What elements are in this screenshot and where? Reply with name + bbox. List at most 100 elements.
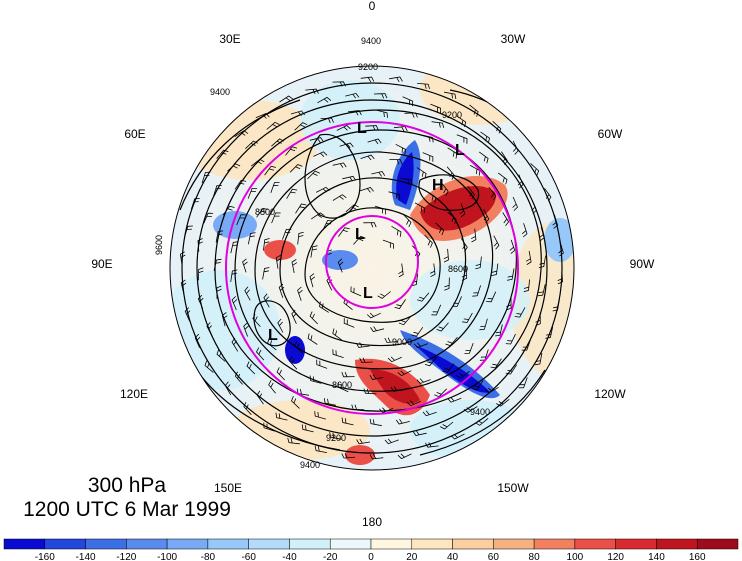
wind-barb xyxy=(341,453,355,459)
colorbar-tick-label: -20 xyxy=(323,552,338,561)
wind-barb xyxy=(309,273,316,288)
colorbar-tick-label: 60 xyxy=(488,552,500,561)
wind-barb xyxy=(452,296,462,307)
contour-labels: 9400 9200 9400 9200 8800 8600 9200 9400 … xyxy=(154,36,490,470)
wind-barb xyxy=(467,185,475,200)
wind-barb xyxy=(472,380,484,391)
wind-barb xyxy=(316,359,328,369)
wind-barb xyxy=(309,311,318,325)
longitude-labels: 0 30E 30W 60E 60W 90E 90W 120E 120W 150E… xyxy=(91,0,655,529)
wind-barb xyxy=(411,326,424,337)
wind-barb xyxy=(440,182,449,196)
wind-barb xyxy=(263,422,275,432)
wind-barb xyxy=(483,209,490,224)
wind-barb xyxy=(343,318,355,328)
wind-barb xyxy=(538,255,546,268)
wind-barb xyxy=(370,326,385,332)
low-center: L xyxy=(355,226,365,243)
wind-barb xyxy=(206,322,213,337)
wind-barb xyxy=(531,199,537,214)
wind-barb xyxy=(517,174,524,189)
wind-barb xyxy=(332,81,346,87)
wind-barb xyxy=(338,227,350,237)
wind-barb xyxy=(222,205,235,216)
wind-barb xyxy=(243,322,249,337)
wind-barb xyxy=(234,130,249,138)
colorbar-swatch xyxy=(329,538,372,550)
lon-label-90w: 90W xyxy=(630,257,655,271)
wind-barb xyxy=(397,370,412,377)
wind-barb xyxy=(424,234,433,248)
wind-barb xyxy=(307,333,318,345)
wind-barb xyxy=(184,225,193,237)
contour-label: 9600 xyxy=(154,235,164,255)
colorbar-swatch xyxy=(452,538,494,550)
wind-barb xyxy=(247,188,258,199)
wind-barb xyxy=(493,235,500,250)
wind-barb xyxy=(530,163,540,176)
wind-barb xyxy=(490,358,502,369)
wind-barb xyxy=(309,137,324,143)
wind-barb xyxy=(456,370,470,379)
wind-barb xyxy=(297,286,303,301)
wind-barb xyxy=(426,191,437,203)
wind-barb xyxy=(353,235,366,245)
wind-barb xyxy=(456,134,468,144)
wind-barb xyxy=(369,453,384,460)
wind-barb xyxy=(216,349,226,362)
wind-barb xyxy=(359,187,374,193)
wind-barb xyxy=(394,299,406,309)
colorbar-swatch xyxy=(3,538,46,550)
wind-barb xyxy=(397,453,412,460)
wind-barb xyxy=(244,286,251,301)
wind-barb xyxy=(488,187,497,201)
wind-barb xyxy=(339,142,354,149)
lon-label-120w: 120W xyxy=(594,387,626,401)
wind-barb xyxy=(224,381,232,396)
lon-label-60w: 60W xyxy=(598,127,623,141)
contour-label: 8600 xyxy=(448,264,468,274)
wind-barb xyxy=(472,285,481,297)
wind-barb xyxy=(369,418,382,427)
wind-barb xyxy=(447,147,458,159)
wind-barb xyxy=(301,424,314,433)
wind-barb xyxy=(518,377,528,389)
wind-barb xyxy=(387,356,402,363)
wind-barb xyxy=(417,292,430,302)
wind-barb xyxy=(431,121,445,128)
wind-barb xyxy=(422,152,434,162)
wind-barb xyxy=(194,333,201,348)
wind-barb xyxy=(231,337,239,352)
wind-barb xyxy=(345,92,360,99)
wind-barb xyxy=(398,263,404,278)
wind-barb xyxy=(319,301,329,313)
wind-barb xyxy=(227,163,241,172)
wind-barb xyxy=(369,374,384,380)
wind-barb xyxy=(371,171,386,177)
wind-barb xyxy=(478,151,489,164)
wind-barb xyxy=(538,227,545,242)
colorbar-tick-label: -60 xyxy=(241,552,256,561)
wind-barb xyxy=(230,241,239,254)
wind-barb xyxy=(332,162,347,168)
colorbar-swatch xyxy=(615,538,657,550)
contour-label: 9400 xyxy=(470,407,490,417)
wind-barb xyxy=(277,318,284,333)
contour-label: 8600 xyxy=(332,380,352,390)
wind-barb xyxy=(221,312,228,327)
wind-barb xyxy=(314,445,327,453)
wind-barb xyxy=(445,337,458,347)
wind-barb xyxy=(363,388,377,395)
height-contours xyxy=(179,82,563,456)
wind-barb xyxy=(431,304,442,316)
lon-label-30e: 30E xyxy=(219,32,240,46)
colorbar-tick-label: 20 xyxy=(406,552,418,561)
wind-barb xyxy=(462,312,473,323)
wind-barb xyxy=(505,333,516,345)
wind-barb xyxy=(440,421,454,430)
wind-barb xyxy=(366,312,381,319)
wind-barb xyxy=(406,400,421,407)
contour-label: 9400 xyxy=(210,87,230,97)
wind-barb xyxy=(389,76,403,83)
